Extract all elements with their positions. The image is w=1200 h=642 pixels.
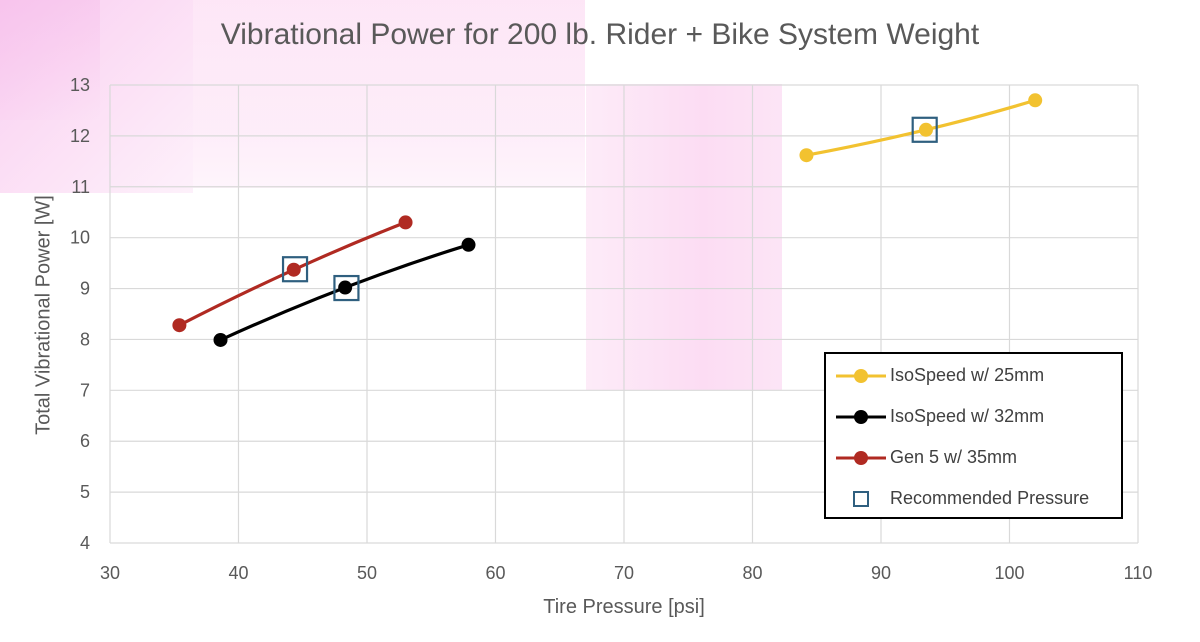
x-tick-label: 70 — [614, 563, 634, 583]
chart-title: Vibrational Power for 200 lb. Rider + Bi… — [220, 18, 980, 51]
data-point-series-1 — [461, 237, 476, 252]
y-tick-label: 12 — [70, 126, 90, 146]
x-tick-label: 50 — [357, 563, 377, 583]
data-point-series-2 — [172, 318, 187, 333]
series-layer — [172, 93, 1043, 347]
legend-item-isospeed-32mm: IsoSpeed w/ 32mm — [826, 397, 1121, 437]
data-point-series-1 — [338, 280, 353, 295]
y-tick-label: 4 — [80, 533, 90, 553]
data-point-series-0 — [918, 122, 933, 137]
y-tick-label: 10 — [70, 228, 90, 248]
legend-label-isospeed-25mm: IsoSpeed w/ 25mm — [890, 365, 1045, 385]
y-tick-label: 6 — [80, 431, 90, 451]
x-axis-label: Tire Pressure [psi] — [543, 596, 705, 618]
y-axis-label: Total Vibrational Power [W] — [32, 195, 55, 435]
x-tick-label: 90 — [871, 563, 891, 583]
x-tick-label: 40 — [228, 563, 248, 583]
x-tick-label: 110 — [1124, 563, 1153, 583]
legend: IsoSpeed w/ 25mm IsoSpeed w/ 32mm Gen 5 … — [824, 352, 1123, 519]
recommended-pressure-marker — [281, 256, 309, 283]
y-tick-label: 7 — [80, 380, 90, 400]
y-tick-label: 13 — [70, 75, 90, 95]
legend-swatch-isospeed-25mm — [836, 369, 886, 383]
data-point-series-1 — [213, 332, 228, 347]
legend-item-gen5-35mm: Gen 5 w/ 35mm — [826, 438, 1121, 478]
legend-item-recommended-pressure: Recommended Pressure — [826, 479, 1121, 519]
data-point-series-2 — [286, 262, 301, 277]
tick-layer: 30 40 50 60 70 80 90 100 110 4 5 6 7 8 9 10 11 12 13 — [70, 75, 1152, 583]
legend-label-gen5-35mm: Gen 5 w/ 35mm — [890, 447, 1018, 467]
data-point-series-0 — [1028, 93, 1043, 108]
x-tick-label: 30 — [100, 563, 120, 583]
y-tick-label: 9 — [80, 279, 90, 299]
legend-item-isospeed-25mm: IsoSpeed w/ 25mm — [826, 356, 1121, 396]
legend-swatch-gen5-35mm — [836, 451, 886, 465]
x-tick-label: 100 — [994, 563, 1024, 583]
legend-swatch-isospeed-32mm — [836, 410, 886, 424]
y-tick-label: 11 — [71, 177, 90, 197]
recommended-pressure-marker — [911, 116, 938, 143]
y-tick-label: 8 — [80, 329, 90, 349]
x-tick-label: 60 — [485, 563, 505, 583]
data-point-series-0 — [799, 148, 814, 163]
legend-label-isospeed-32mm: IsoSpeed w/ 32mm — [890, 406, 1045, 426]
x-tick-label: 80 — [742, 563, 762, 583]
y-tick-label: 5 — [80, 482, 90, 502]
recommended-marker-layer — [281, 116, 938, 302]
recommended-pressure-marker — [333, 274, 360, 302]
legend-label-recommended-pressure: Recommended Pressure — [890, 488, 1090, 508]
data-point-series-2 — [398, 215, 413, 230]
legend-swatch-recommended-pressure — [853, 491, 869, 507]
